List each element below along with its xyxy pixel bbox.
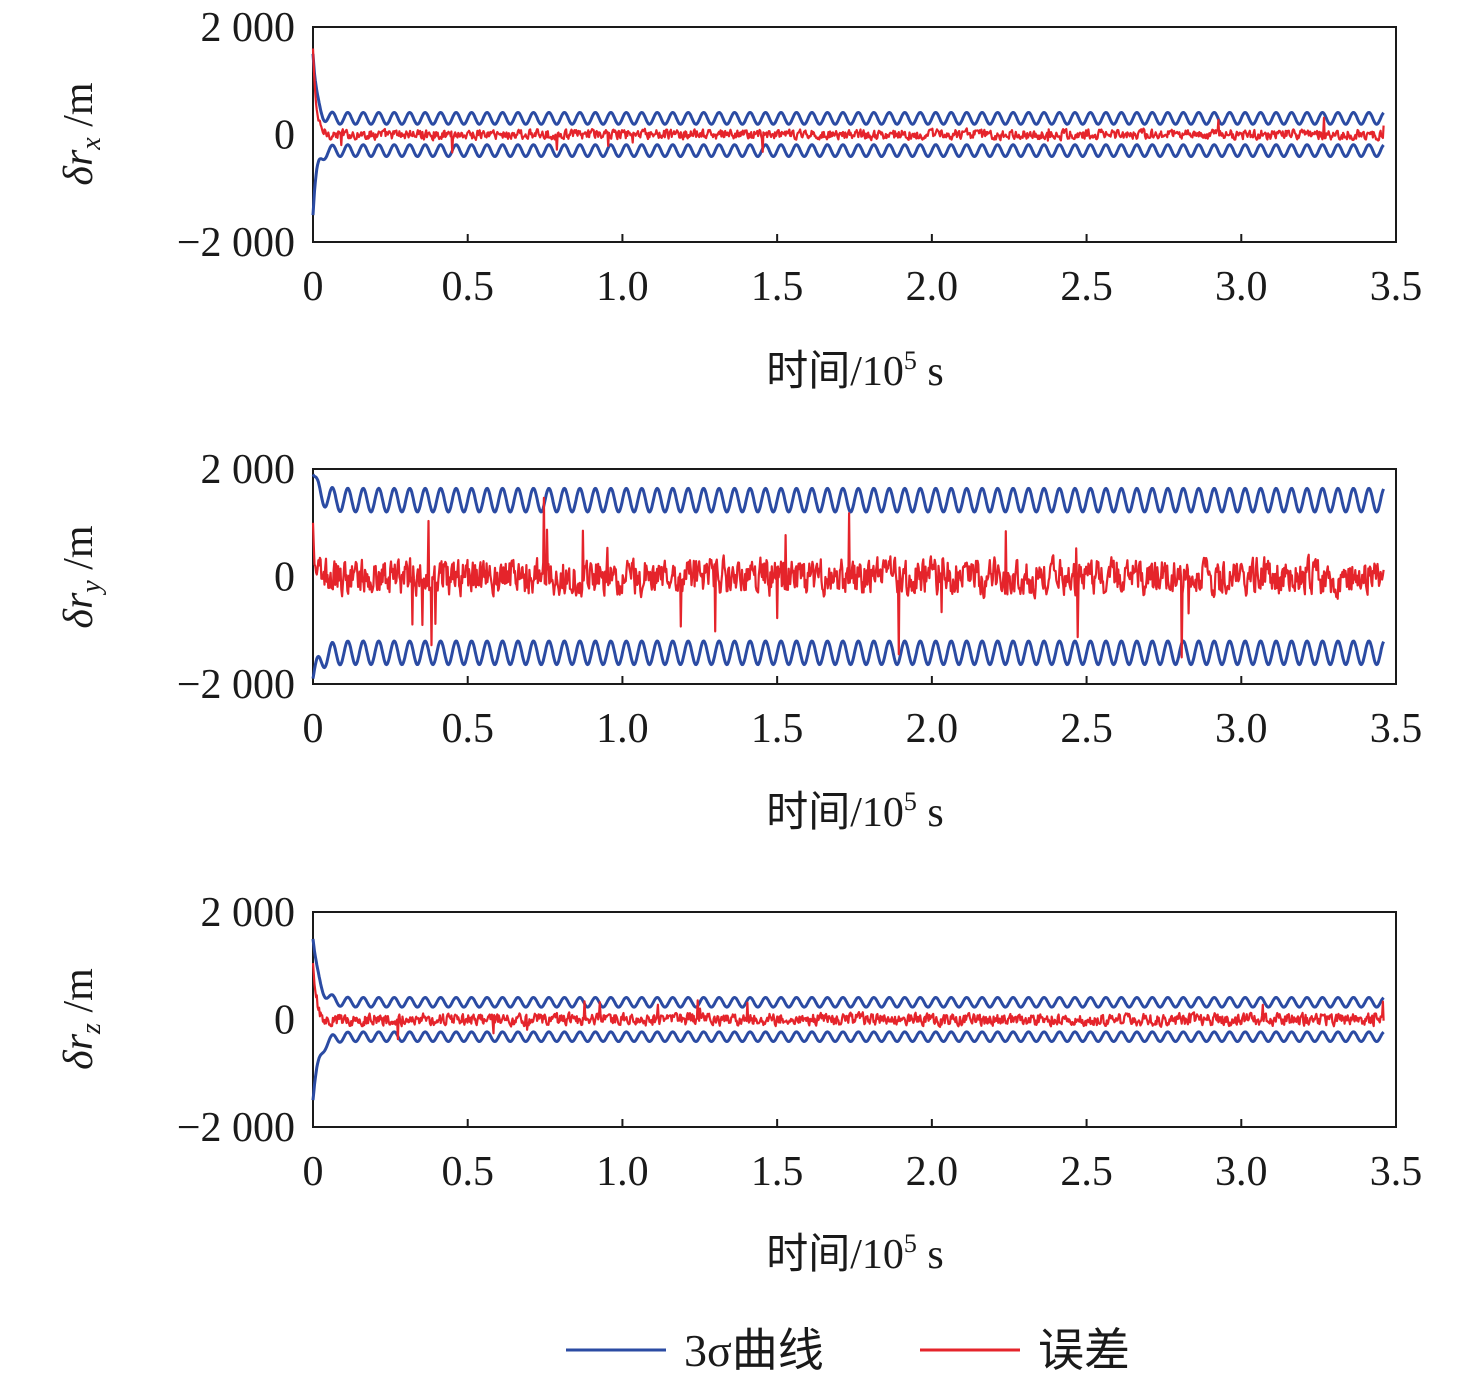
y-axis-title: δry /m <box>56 525 107 628</box>
y-ticks: −2 000 0 2 000 <box>177 5 295 266</box>
y-axis-title-main: δr <box>56 149 102 186</box>
x-tick-label: 2.5 <box>1060 706 1113 752</box>
legend-label-sigma: 3σ曲线 <box>684 1325 824 1376</box>
y-tick-label: −2 000 <box>177 662 295 708</box>
series-group <box>311 48 1385 216</box>
y-tick-label: −2 000 <box>177 1105 295 1151</box>
y-axis-title-main: δr <box>56 592 102 629</box>
x-axis-title-main: 时间/10 <box>766 790 904 836</box>
y-axis-title: δrx /m <box>56 82 107 185</box>
x-tick-label: 0 <box>303 706 324 752</box>
x-tick-label: 0.5 <box>441 264 494 310</box>
y-ticks: −2 000 0 2 000 <box>177 890 295 1151</box>
y-axis-title-sub: y <box>76 580 107 596</box>
x-tick-label: 1.5 <box>751 264 804 310</box>
series-line-sigma-lower <box>311 143 1385 216</box>
y-axis-title-sub: z <box>76 1023 107 1035</box>
y-axis-title-sub: x <box>76 137 107 151</box>
y-tick-label: −2 000 <box>177 220 295 266</box>
x-axis-title: 时间/105 s <box>766 346 944 395</box>
plot-frame <box>312 26 1397 243</box>
x-axis-title: 时间/105 s <box>766 787 944 836</box>
y-tick-label: 0 <box>274 555 295 601</box>
x-ticks: 0 0.5 1.0 1.5 2.0 2.5 3.0 3.5 <box>303 234 1423 310</box>
y-axis-title-unit: /m <box>56 968 102 1023</box>
x-tick-label: 2.5 <box>1060 1149 1113 1195</box>
x-tick-label: 1.5 <box>751 1149 804 1195</box>
plot-frame <box>312 468 1397 685</box>
x-axis-title-unit: s <box>917 349 944 395</box>
x-tick-label: 3.5 <box>1370 1149 1423 1195</box>
y-ticks: −2 000 0 2 000 <box>177 447 295 708</box>
y-tick-label: 2 000 <box>201 5 296 51</box>
x-axis-title-sup: 5 <box>904 1229 917 1258</box>
x-tick-label: 2.5 <box>1060 264 1113 310</box>
x-tick-label: 1.0 <box>596 706 649 752</box>
x-tick-label: 0 <box>303 1149 324 1195</box>
y-tick-label: 0 <box>274 113 295 159</box>
x-tick-label: 3.5 <box>1370 264 1423 310</box>
x-tick-label: 1.0 <box>596 264 649 310</box>
x-axis-title-unit: s <box>917 1232 944 1278</box>
x-tick-label: 2.0 <box>906 1149 959 1195</box>
x-axis-title-sup: 5 <box>904 787 917 816</box>
series-line-sigma-upper <box>311 53 1385 126</box>
x-axis-title-main: 时间/10 <box>766 349 904 395</box>
legend: 3σ曲线 误差 <box>566 1325 1130 1376</box>
series-line-error <box>311 48 1385 154</box>
x-axis-title: 时间/105 s <box>766 1229 944 1278</box>
x-tick-label: 2.0 <box>906 264 959 310</box>
x-ticks: 0 0.5 1.0 1.5 2.0 2.5 3.0 3.5 <box>303 676 1423 752</box>
y-tick-label: 2 000 <box>201 447 296 493</box>
series-line-sigma-upper <box>311 938 1385 1009</box>
x-ticks: 0 0.5 1.0 1.5 2.0 2.5 3.0 3.5 <box>303 1119 1423 1195</box>
y-axis-title-unit: /m <box>56 525 102 580</box>
y-axis-title-main: δr <box>56 1033 102 1070</box>
series-line-sigma-lower <box>311 639 1385 679</box>
x-tick-label: 0.5 <box>441 706 494 752</box>
x-axis-title-main: 时间/10 <box>766 1232 904 1278</box>
series-line-sigma-upper <box>311 473 1385 514</box>
legend-label-error: 误差 <box>1038 1325 1130 1376</box>
x-tick-label: 1.0 <box>596 1149 649 1195</box>
y-tick-label: 0 <box>274 998 295 1044</box>
plot-frame <box>312 911 1397 1128</box>
x-tick-label: 3.0 <box>1215 264 1268 310</box>
x-tick-label: 0 <box>303 264 324 310</box>
x-axis-title-unit: s <box>917 790 944 836</box>
x-tick-label: 2.0 <box>906 706 959 752</box>
y-axis-title: δrz /m <box>56 968 107 1070</box>
x-tick-label: 1.5 <box>751 706 804 752</box>
x-tick-label: 0.5 <box>441 1149 494 1195</box>
series-line-error <box>311 496 1385 659</box>
y-axis-title-unit: /m <box>56 82 102 137</box>
x-axis-title-sup: 5 <box>904 346 917 375</box>
series-group <box>311 938 1385 1101</box>
series-line-error <box>311 963 1385 1041</box>
series-line-sigma-lower <box>311 1030 1385 1101</box>
x-tick-label: 3.5 <box>1370 706 1423 752</box>
x-tick-label: 3.0 <box>1215 1149 1268 1195</box>
series-group <box>311 473 1385 679</box>
x-tick-label: 3.0 <box>1215 706 1268 752</box>
y-tick-label: 2 000 <box>201 890 296 936</box>
